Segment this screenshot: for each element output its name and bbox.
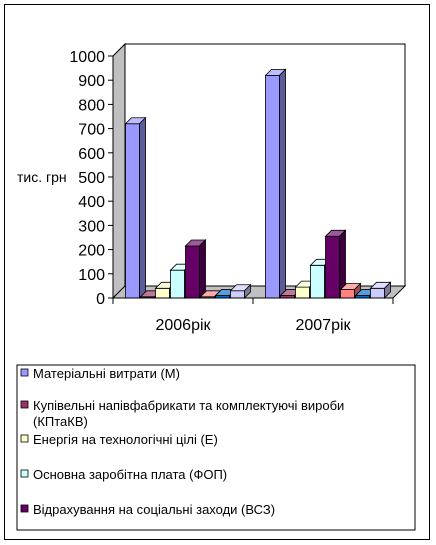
bar-front xyxy=(340,289,355,299)
y-tick-label: 1000 xyxy=(69,49,105,66)
legend-swatch xyxy=(20,400,29,409)
bar-side xyxy=(384,281,391,299)
y-tick-label: 100 xyxy=(78,267,105,284)
bar-side xyxy=(279,68,286,299)
y-tick-label: 500 xyxy=(78,170,105,187)
bar xyxy=(264,68,287,299)
x-category-label: 2006рік xyxy=(155,317,211,334)
legend-entry: Відрахування на соціальні заходи (ВСЗ) xyxy=(33,502,275,517)
back-wall xyxy=(124,43,406,287)
bar-front xyxy=(125,123,140,299)
legend-swatch xyxy=(20,504,29,513)
bar-front xyxy=(155,287,170,299)
bar-side xyxy=(244,283,251,299)
bar-front xyxy=(185,245,200,299)
bar xyxy=(124,116,147,299)
bar-front xyxy=(295,286,310,299)
legend-swatch xyxy=(20,434,29,443)
bar-front xyxy=(310,264,325,299)
bar-front xyxy=(325,235,340,299)
y-tick-label: 700 xyxy=(78,122,105,139)
bar xyxy=(369,281,392,299)
y-axis-label: тис. грн xyxy=(17,169,67,185)
y-tick-label: 200 xyxy=(78,243,105,260)
bar-side xyxy=(139,116,146,299)
bar xyxy=(184,239,207,299)
legend-swatch xyxy=(20,469,29,478)
bar xyxy=(339,282,362,299)
legend-entry: Матеріальні витрати (М) xyxy=(33,366,180,381)
legend-swatch xyxy=(20,368,29,377)
y-tick-label: 400 xyxy=(78,194,105,211)
y-tick-label: 800 xyxy=(78,97,105,114)
bar-front xyxy=(170,269,185,299)
side-wall xyxy=(112,42,126,300)
legend-entry: Енергія на технологічні цілі (Е) xyxy=(33,432,218,447)
bar-side xyxy=(199,239,206,299)
legend xyxy=(16,364,416,531)
bar xyxy=(324,229,347,299)
y-tick-label: 900 xyxy=(78,73,105,90)
bar-front xyxy=(370,287,385,299)
legend-entry: Основна заробітна плата (ФОП) xyxy=(33,467,227,482)
y-tick-label: 600 xyxy=(78,146,105,163)
legend-entry: Купівельні напівфабрикати та комплектуюч… xyxy=(33,398,344,429)
bar-front xyxy=(230,290,245,299)
y-tick-label: 300 xyxy=(78,218,105,235)
x-category-label: 2007рік xyxy=(295,317,351,334)
bar-front xyxy=(265,74,280,299)
y-tick-label: 0 xyxy=(96,291,105,308)
